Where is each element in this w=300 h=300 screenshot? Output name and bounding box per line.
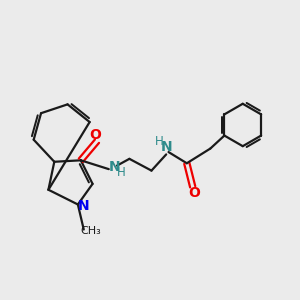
- Text: N: N: [77, 199, 89, 213]
- Text: CH₃: CH₃: [81, 226, 101, 236]
- Text: H: H: [155, 135, 164, 148]
- Text: N: N: [109, 160, 121, 174]
- Text: N: N: [160, 140, 172, 154]
- Text: H: H: [117, 166, 126, 179]
- Text: O: O: [188, 186, 200, 200]
- Text: O: O: [90, 128, 101, 142]
